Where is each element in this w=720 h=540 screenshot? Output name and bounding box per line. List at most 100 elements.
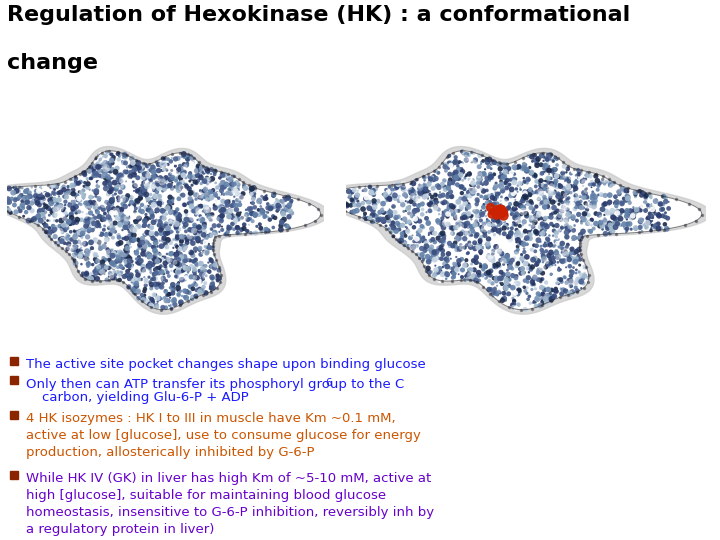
Point: [450, 168, 462, 177]
Point: [535, 184, 546, 192]
Point: [141, 185, 153, 193]
Point: [513, 162, 525, 171]
Point: [424, 187, 436, 195]
Point: [374, 215, 386, 224]
Point: [474, 173, 486, 181]
Point: [512, 242, 523, 251]
Point: [162, 257, 174, 266]
Point: [191, 171, 202, 179]
Point: [554, 196, 565, 205]
Point: [44, 227, 55, 235]
Point: [217, 178, 228, 187]
Point: [146, 295, 158, 303]
Point: [539, 214, 551, 222]
Point: [511, 201, 523, 210]
Point: [454, 158, 465, 166]
Point: [117, 176, 128, 185]
Point: [31, 219, 42, 227]
Point: [157, 303, 168, 312]
Point: [538, 186, 549, 194]
Point: [379, 191, 391, 199]
Point: [156, 254, 168, 263]
Point: [40, 208, 51, 217]
Point: [517, 258, 528, 266]
Point: [223, 224, 235, 232]
Point: [228, 225, 240, 234]
Point: [546, 260, 557, 269]
Point: [407, 192, 418, 200]
Point: [113, 231, 125, 239]
Point: [499, 291, 510, 299]
Point: [9, 188, 21, 197]
Point: [73, 187, 85, 196]
Point: [164, 199, 176, 207]
Point: [392, 180, 404, 188]
Point: [395, 194, 407, 203]
Point: [416, 210, 428, 218]
Point: [201, 190, 212, 199]
Point: [235, 193, 247, 201]
Point: [109, 211, 121, 220]
Point: [485, 256, 496, 265]
Point: [156, 242, 167, 251]
Point: [257, 210, 269, 218]
Point: [109, 248, 121, 256]
Point: [430, 167, 441, 176]
Point: [99, 159, 111, 167]
Point: [94, 163, 106, 171]
Point: [634, 217, 646, 226]
Point: [364, 204, 375, 213]
Point: [556, 215, 567, 224]
Point: [67, 218, 78, 227]
Point: [194, 191, 206, 199]
Point: [628, 206, 639, 215]
Point: [103, 207, 114, 215]
Point: [474, 176, 486, 184]
Point: [116, 194, 127, 203]
Point: [586, 215, 598, 224]
Point: [207, 259, 219, 268]
Point: [480, 206, 492, 215]
Point: [173, 180, 184, 189]
Point: [488, 259, 500, 268]
Point: [127, 286, 139, 294]
Point: [516, 179, 527, 188]
Point: [442, 190, 454, 198]
Point: [521, 289, 533, 298]
Point: [453, 270, 464, 279]
Point: [26, 183, 37, 192]
Point: [217, 204, 229, 212]
Point: [564, 213, 575, 222]
Point: [495, 268, 507, 276]
Point: [254, 220, 266, 228]
Point: [94, 151, 105, 159]
Point: [114, 188, 126, 197]
Point: [193, 276, 204, 285]
Point: [256, 227, 267, 235]
Point: [202, 177, 213, 185]
Point: [428, 190, 440, 199]
Point: [262, 227, 274, 235]
Point: [195, 173, 207, 182]
Point: [71, 230, 82, 238]
Point: [94, 241, 106, 250]
Point: [523, 176, 535, 184]
Point: [613, 187, 625, 196]
Point: [397, 185, 408, 193]
Point: [533, 257, 544, 266]
Point: [535, 238, 546, 246]
Point: [520, 160, 531, 169]
Point: [59, 214, 71, 223]
Point: [634, 223, 646, 232]
Point: [9, 196, 21, 205]
Point: [387, 232, 399, 241]
Point: [571, 217, 582, 225]
Polygon shape: [0, 151, 320, 310]
Point: [495, 172, 507, 180]
Point: [67, 193, 78, 201]
Point: [1, 198, 13, 207]
Point: [362, 214, 374, 223]
Point: [255, 202, 266, 211]
Point: [48, 197, 59, 206]
Point: [491, 288, 503, 296]
